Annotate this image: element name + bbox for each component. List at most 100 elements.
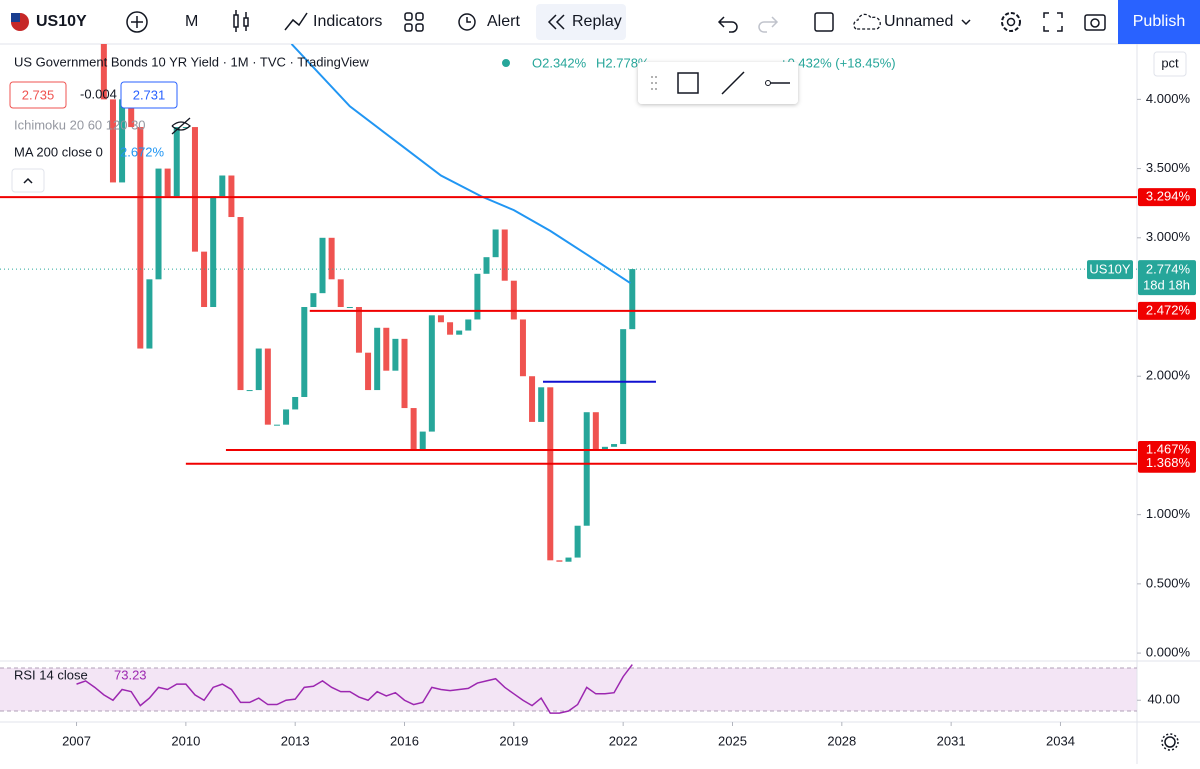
candle xyxy=(510,280,517,320)
candle xyxy=(529,376,536,422)
price-label-box xyxy=(1138,188,1196,207)
scale-mode-label[interactable]: pct xyxy=(1161,55,1179,70)
legend-open: O2.342% xyxy=(532,55,587,70)
candle xyxy=(264,348,271,425)
publish-button[interactable]: Publish xyxy=(1118,0,1200,44)
candle xyxy=(355,307,362,353)
candle xyxy=(137,127,144,349)
candle xyxy=(310,293,317,308)
candle xyxy=(173,127,180,197)
rsi-legend: RSI 14 close xyxy=(14,667,88,682)
chart-type[interactable] xyxy=(233,10,249,32)
snapshot[interactable] xyxy=(1084,14,1106,31)
price-label: 3.294% xyxy=(1146,189,1191,204)
candle xyxy=(492,229,499,258)
price-tick-label: 2.000% xyxy=(1146,368,1191,383)
price-tick-label: 3.000% xyxy=(1146,229,1191,244)
candle xyxy=(428,315,435,432)
candle xyxy=(283,409,290,425)
time-tick-label: 2022 xyxy=(609,733,638,748)
time-tick-label: 2013 xyxy=(281,733,310,748)
candle xyxy=(164,168,171,197)
legend-high: H2.778% xyxy=(596,55,650,70)
candle xyxy=(237,217,244,391)
interval[interactable]: M xyxy=(185,13,198,30)
time-tick-label: 2019 xyxy=(499,733,528,748)
candle xyxy=(219,175,226,197)
scale-mode[interactable] xyxy=(1153,51,1187,77)
candle xyxy=(474,273,481,320)
time-tick-label: 2031 xyxy=(937,733,966,748)
layout-menu[interactable]: Unnamed xyxy=(853,13,971,30)
ma-legend: MA 200 close 0 xyxy=(14,144,103,159)
time-tick-label: 2007 xyxy=(62,733,91,748)
candle xyxy=(447,322,454,335)
candle xyxy=(109,99,116,183)
collapse-legend[interactable] xyxy=(11,168,45,193)
hidden-icon[interactable] xyxy=(171,117,191,135)
select[interactable] xyxy=(814,12,834,32)
market-status xyxy=(502,59,510,67)
bid-box[interactable] xyxy=(9,81,67,109)
ichimoku-legend: Ichimoku 20 60 120 30 xyxy=(14,117,146,132)
candle xyxy=(501,229,508,281)
candle xyxy=(392,338,399,371)
candle xyxy=(273,424,280,426)
layout-name[interactable]: Unnamed xyxy=(884,13,953,30)
time-tick-label: 2010 xyxy=(171,733,200,748)
candle xyxy=(611,444,618,447)
candle xyxy=(319,237,326,294)
candle xyxy=(565,557,572,562)
candle xyxy=(401,338,408,409)
line-tool[interactable] xyxy=(721,71,745,95)
redo[interactable] xyxy=(758,16,779,33)
candle xyxy=(419,431,426,450)
current-symbol: US10Y xyxy=(1089,262,1131,277)
rsi-legend-value: 73.23 xyxy=(114,667,147,682)
rsi-band xyxy=(0,668,1137,711)
undo[interactable] xyxy=(717,16,738,33)
symbol[interactable]: US10Y xyxy=(36,13,87,30)
ma-legend-value: 2.672% xyxy=(120,144,165,159)
candle xyxy=(119,99,126,183)
time-tick-label: 2016 xyxy=(390,733,419,748)
price-label-box xyxy=(1138,454,1196,473)
time-tick-label: 2025 xyxy=(718,733,747,748)
candle xyxy=(410,408,417,450)
current-price-box xyxy=(1138,260,1196,296)
settings[interactable] xyxy=(1001,12,1021,32)
candle xyxy=(620,329,627,445)
bid[interactable]: 2.735 xyxy=(22,87,55,102)
ask-box[interactable] xyxy=(120,81,178,109)
add-symbol[interactable] xyxy=(126,11,148,33)
time-settings[interactable] xyxy=(1161,733,1179,751)
publish[interactable]: Publish xyxy=(1133,13,1185,30)
price-label: 1.467% xyxy=(1146,441,1191,456)
alert-button[interactable]: Alert xyxy=(458,13,520,31)
indicators[interactable]: Indicators xyxy=(313,13,382,30)
candle xyxy=(383,327,390,371)
plot-area xyxy=(0,44,1137,562)
rect-tool[interactable] xyxy=(677,72,699,94)
price-tick-label: 0.500% xyxy=(1146,575,1191,590)
candle xyxy=(182,127,189,129)
symbol-button[interactable]: US10Y xyxy=(11,13,87,31)
candle xyxy=(574,525,581,558)
replay[interactable]: Replay xyxy=(572,13,622,30)
price-tick-label: 1.000% xyxy=(1146,506,1191,521)
legend-change: +0.432% (+18.45%) xyxy=(780,55,896,70)
candle xyxy=(583,412,590,526)
rsi-line xyxy=(76,664,633,714)
alert[interactable]: Alert xyxy=(487,13,520,30)
candle xyxy=(437,315,444,323)
candle xyxy=(465,319,472,331)
ask[interactable]: 2.731 xyxy=(133,87,166,102)
candle xyxy=(556,560,563,562)
candle xyxy=(301,307,308,397)
indicators-button[interactable]: Indicators xyxy=(284,12,382,31)
replay-button[interactable]: Replay xyxy=(536,4,626,40)
candle xyxy=(191,127,198,252)
fullscreen[interactable] xyxy=(1043,12,1063,32)
layouts[interactable] xyxy=(404,12,424,32)
